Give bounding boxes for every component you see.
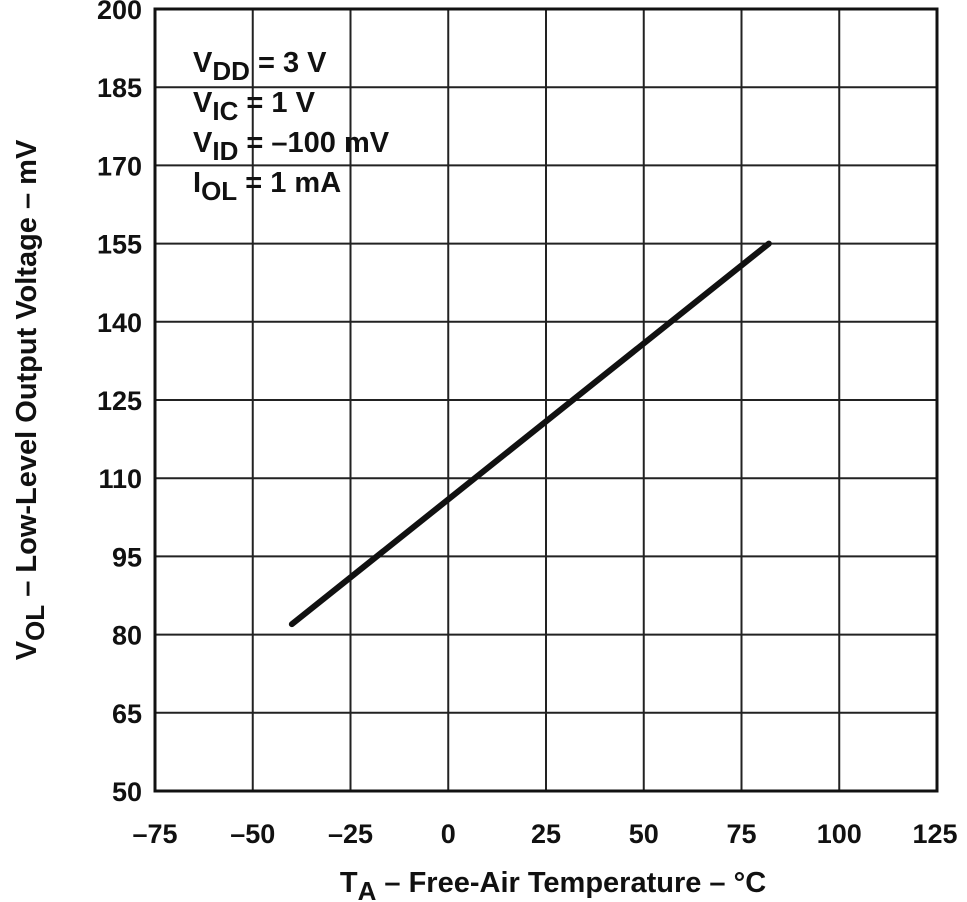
condition-vdd: VDD = 3 V: [193, 47, 327, 86]
x-tick-label: 25: [531, 819, 561, 849]
x-tick-label: 100: [817, 819, 862, 849]
grid: [154, 8, 938, 792]
y-tick-label: 125: [97, 386, 142, 416]
y-tick-label: 185: [97, 73, 142, 103]
y-tick-label: 65: [112, 699, 142, 729]
x-tick-label: –50: [230, 819, 275, 849]
x-tick-label: –25: [328, 819, 373, 849]
x-tick-labels: –75 –50 –25 0 25 50 75 100 125: [132, 819, 957, 849]
x-tick-label: 50: [629, 819, 659, 849]
x-tick-label: 75: [726, 819, 756, 849]
x-tick-label: –75: [132, 819, 177, 849]
y-tick-label: 170: [97, 151, 142, 181]
y-axis-title: VOL – Low-Level Output Voltage – mV: [11, 139, 50, 660]
y-tick-label: 80: [112, 621, 142, 651]
condition-iol: IOL = 1 mA: [193, 167, 341, 206]
y-tick-labels: 50 65 80 95 110 125 140 155 170 185 200: [97, 0, 142, 807]
y-tick-label: 155: [97, 230, 142, 260]
condition-vic: VIC = 1 V: [193, 87, 316, 126]
y-tick-label: 110: [98, 464, 142, 494]
series-line-0: [288, 240, 772, 628]
plot-frame: [153, 7, 939, 793]
series-layer: [288, 240, 772, 628]
y-tick-label: 140: [97, 308, 142, 338]
x-tick-label: 125: [912, 819, 957, 849]
y-tick-label: 50: [112, 777, 142, 807]
x-tick-label: 0: [441, 819, 456, 849]
x-axis-title: TA – Free-Air Temperature – °C: [340, 867, 766, 902]
y-tick-label: 200: [97, 0, 142, 25]
condition-vid: VID = –100 mV: [193, 127, 390, 166]
y-tick-label: 95: [112, 542, 142, 572]
